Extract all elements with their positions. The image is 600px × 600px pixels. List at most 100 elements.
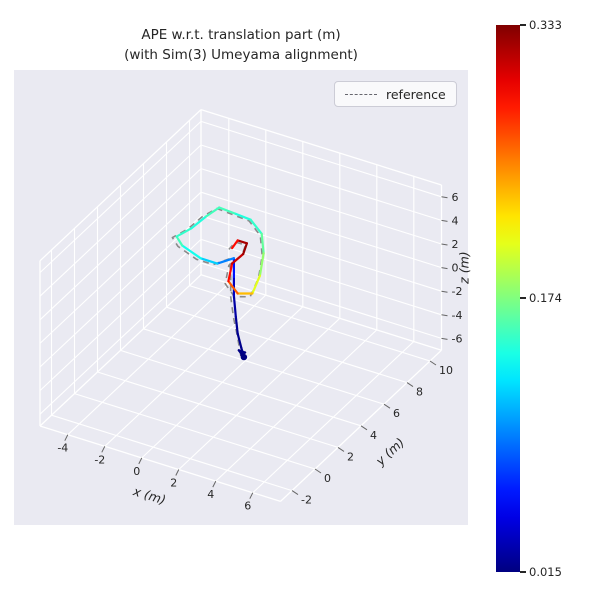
y-tick-mark (383, 403, 391, 409)
axes-box-edge (39, 274, 202, 427)
plot-title-line2: (with Sim(3) Umeyama alignment) (124, 47, 358, 64)
estimate-trajectory-segment (216, 257, 235, 265)
grid-line-y-floor (189, 285, 431, 362)
axes-box-edge (39, 109, 202, 262)
estimate-trajectory-segment (249, 218, 263, 235)
grid-line-z-right-wall (200, 120, 442, 198)
grid-line-y-floor (97, 371, 339, 448)
grid-line-z-right-wall (200, 215, 442, 292)
x-tick-label: -2 (94, 453, 105, 466)
z-tick-mark (441, 267, 448, 270)
y-tick-mark (360, 425, 368, 431)
y-tick-mark (406, 382, 414, 388)
y-tick-label: 10 (439, 364, 453, 377)
x-tick-label: 6 (244, 500, 251, 513)
y-tick-label: 6 (393, 407, 400, 420)
axes-box-edge (39, 425, 281, 503)
grid-line-y-floor (74, 393, 316, 470)
x-tick-label: -4 (57, 442, 68, 455)
estimate-trajectory-segment (231, 252, 245, 265)
x-tick-mark (175, 469, 180, 476)
estimate-trajectory-segment (190, 215, 208, 230)
z-tick-label: 2 (452, 238, 459, 251)
grid-line-z-right-wall (200, 191, 442, 269)
estimate-trajectory-segment (234, 315, 239, 335)
grid-line-z-left-wall (39, 238, 202, 392)
grid-line-z-left-wall (39, 144, 202, 297)
y-tick-mark (429, 360, 437, 366)
z-tick-mark (441, 196, 448, 199)
y-tick-mark (314, 468, 322, 474)
grid-line-z-right-wall (200, 238, 442, 316)
y-tick-label: 2 (347, 450, 354, 463)
estimate-trajectory-segment (260, 232, 265, 255)
axes-box-edge (200, 274, 442, 351)
grid-line-y-floor (143, 328, 385, 405)
y-tick-label: 0 (324, 472, 331, 485)
x-tick-mark (64, 434, 69, 441)
estimate-trajectory-segment (205, 206, 221, 218)
z-tick-label: 6 (452, 191, 459, 204)
colorbar-tick-label: 0.333 (529, 18, 562, 32)
estimate-trajectory-segment (218, 206, 237, 215)
colorbar-tick-mark (520, 571, 526, 573)
x-tick-mark (249, 492, 254, 499)
estimate-trajectory-segment (232, 294, 237, 318)
colorbar-tick-label: 0.174 (529, 291, 562, 305)
z-tick-label: 0 (452, 262, 459, 275)
grid-line-z-left-wall (39, 168, 202, 321)
z-tick-label: 4 (452, 214, 459, 227)
estimate-trajectory-segment (199, 257, 219, 265)
y-tick-label: 4 (370, 429, 377, 442)
grid-line-y-floor (51, 414, 293, 492)
x-tick-label: 4 (207, 488, 214, 501)
z-tick-mark (441, 314, 448, 317)
grid-line-z-left-wall (39, 191, 202, 344)
estimate-trajectory-segment (240, 346, 245, 356)
plot-title-line1: APE w.r.t. translation part (m) (141, 27, 341, 43)
grid-line-y-floor (120, 349, 362, 427)
z-tick-label: -6 (452, 332, 463, 345)
estimate-trajectory-segment (175, 227, 193, 238)
x-tick-mark (101, 446, 106, 453)
estimate-trajectory-segment (236, 332, 243, 349)
y-tick-mark (337, 446, 345, 452)
grid-line-z-right-wall (200, 144, 442, 221)
estimate-trajectory-segment (258, 252, 265, 277)
trajectory-start-marker (240, 353, 248, 361)
estimate-trajectory-segment (242, 242, 248, 256)
colorbar-gradient (496, 25, 520, 572)
y-tick-label: -2 (301, 494, 312, 507)
estimate-trajectory-segment (227, 280, 239, 295)
estimate-trajectory-segment (236, 239, 248, 245)
colorbar-tick-max: 0.333 (520, 18, 562, 32)
y-tick-mark (291, 490, 299, 496)
colorbar-tick-label: 0.015 (529, 565, 562, 579)
colorbar-tick-mid: 0.174 (520, 291, 562, 305)
grid-line-z-left-wall (39, 120, 202, 274)
x-tick-mark (138, 457, 143, 465)
grid-line-y-floor (166, 306, 408, 384)
z-tick-mark (441, 290, 448, 293)
axes-box-edge (200, 108, 442, 186)
plot-title: APE w.r.t. translation part (m) (with Si… (14, 25, 468, 66)
colorbar-tick-min: 0.015 (520, 565, 562, 579)
z-axis-label: z (m) (457, 251, 472, 284)
estimate-trajectory-segment (251, 274, 261, 295)
reference-dashed-line-swatch (345, 93, 377, 95)
estimate-trajectory-segment (231, 239, 239, 250)
z-tick-mark (441, 243, 448, 246)
legend-item-label: reference (386, 86, 446, 102)
x-tick-mark (212, 480, 217, 488)
legend: reference (334, 81, 457, 107)
colorbar-tick-mark (520, 24, 526, 26)
grid-line-z-right-wall (200, 262, 442, 339)
x-tick-label: 0 (133, 465, 140, 478)
grid-line-z-right-wall (200, 168, 442, 245)
x-tick-label: 2 (170, 477, 177, 490)
grid-line-z-left-wall (39, 262, 202, 415)
estimate-trajectory-segment (175, 235, 184, 247)
estimate-trajectory-segment (181, 244, 202, 260)
grid-line-z-left-wall (39, 215, 202, 368)
